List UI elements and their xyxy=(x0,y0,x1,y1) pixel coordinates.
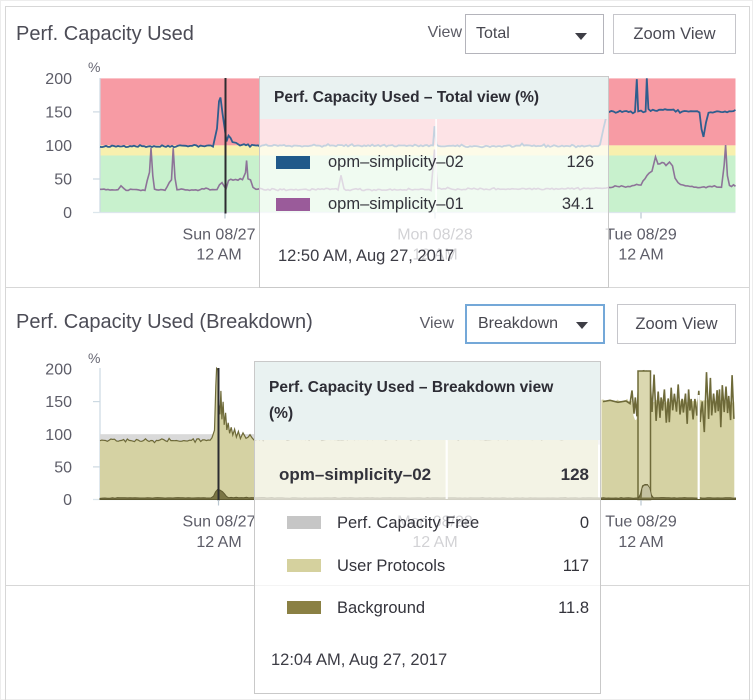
svg-text:50: 50 xyxy=(54,459,72,476)
svg-text:12 AM: 12 AM xyxy=(618,534,663,551)
svg-text:Tue 08/29: Tue 08/29 xyxy=(605,514,677,531)
svg-text:12 AM: 12 AM xyxy=(196,534,241,551)
svg-text:%: % xyxy=(88,350,100,366)
svg-text:200: 200 xyxy=(45,362,72,379)
svg-text:200: 200 xyxy=(45,71,72,88)
svg-text:0: 0 xyxy=(63,492,72,509)
svg-text:150: 150 xyxy=(45,394,72,411)
svg-text:12 AM: 12 AM xyxy=(618,247,663,264)
svg-text:0: 0 xyxy=(63,205,72,222)
svg-text:Sun 08/27: Sun 08/27 xyxy=(183,227,256,244)
svg-text:150: 150 xyxy=(45,104,72,121)
svg-text:100: 100 xyxy=(45,427,72,444)
svg-text:%: % xyxy=(88,59,100,75)
svg-text:50: 50 xyxy=(54,172,72,189)
svg-text:Sun 08/27: Sun 08/27 xyxy=(183,514,256,531)
svg-text:100: 100 xyxy=(45,138,72,155)
svg-text:Tue 08/29: Tue 08/29 xyxy=(605,227,677,244)
svg-text:12 AM: 12 AM xyxy=(196,247,241,264)
